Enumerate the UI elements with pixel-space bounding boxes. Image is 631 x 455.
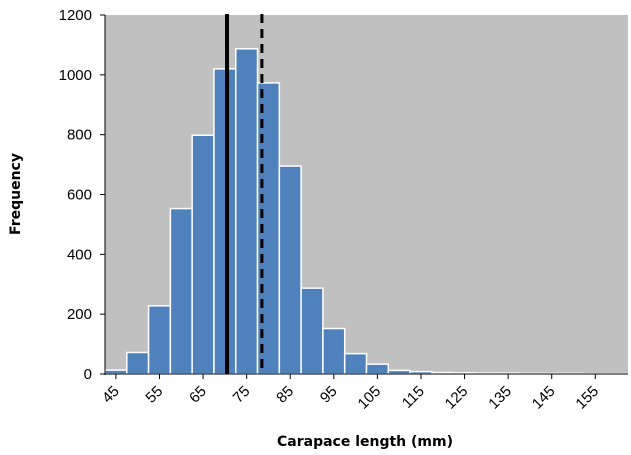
histogram-bar [169,207,193,375]
x-tick-label: 85 [273,383,297,407]
histogram-bar [278,165,302,375]
x-tick-label: 45 [99,383,123,407]
histogram-bar [322,327,346,375]
y-tick-label: 1000 [59,67,92,84]
histogram-bar [126,351,150,375]
histogram-bar [104,369,128,375]
x-tick-labels: 45 55 65 75 85 95 105 115 125 135 145 155 [99,383,602,413]
histogram-bar [213,68,237,375]
y-tick-label: 200 [67,306,92,323]
histogram-bar [147,305,172,375]
y-tick-label: 0 [84,366,92,383]
histogram-bar [343,352,368,375]
histogram-bar [235,48,259,375]
histogram-bar [387,369,411,375]
x-tick-label: 95 [317,383,341,407]
y-tick-label: 400 [67,246,92,263]
x-axis-title: Carapace length (mm) [277,434,453,450]
y-tick-labels: 0 200 400 600 800 1000 1200 [59,7,92,383]
y-tick-label: 1200 [59,7,92,24]
x-tick-label: 115 [399,383,428,412]
reference-lines [225,14,264,374]
x-tick-label: 155 [572,383,602,413]
y-tick-label: 800 [67,127,92,144]
histogram-bar [191,134,215,375]
x-tick-label: 55 [142,383,166,407]
y-tick-label: 600 [67,187,92,204]
axes [100,14,628,379]
x-tick-label: 125 [442,383,472,413]
bars-group [104,48,629,375]
x-tick-label: 65 [186,383,210,407]
x-tick-label: 105 [355,383,385,413]
x-tick-label: 75 [230,383,254,407]
y-axis-title: Frequency [8,153,24,235]
histogram-bar [300,287,324,375]
histogram-bar [365,363,390,375]
x-tick-label: 145 [529,383,559,413]
x-tick-label: 135 [485,383,515,413]
